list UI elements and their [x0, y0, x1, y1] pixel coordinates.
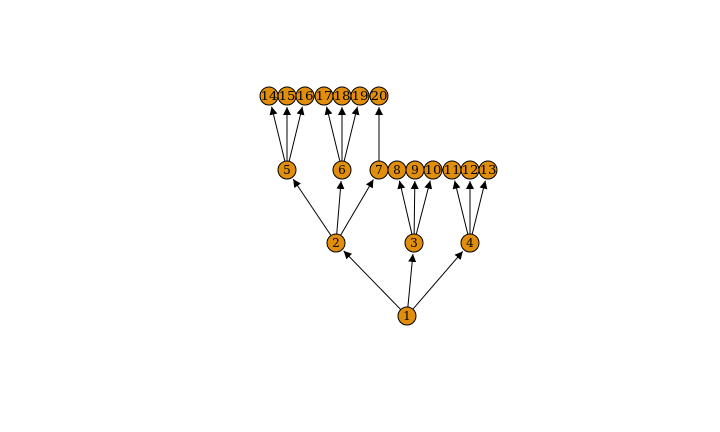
edge-4-13 [471, 180, 488, 235]
node-4: 4 [460, 233, 480, 253]
node-label: 6 [338, 163, 346, 177]
node-20: 20 [369, 86, 389, 106]
node-9: 9 [405, 160, 425, 180]
node-label: 7 [375, 163, 383, 177]
edge-3-9 [410, 180, 419, 235]
node-circle [350, 86, 370, 106]
node-circle [460, 233, 480, 253]
edge-1-3 [407, 253, 417, 308]
edge-5-14 [269, 106, 286, 162]
node-label: 16 [297, 89, 314, 103]
edge-1-4 [412, 251, 464, 310]
node-circle [369, 86, 389, 106]
edge-6-17 [324, 106, 341, 162]
node-label: 5 [283, 163, 291, 177]
node-label: 15 [279, 89, 296, 103]
node-label: 4 [466, 236, 474, 250]
node-10: 10 [423, 160, 443, 180]
node-label: 14 [261, 89, 278, 103]
node-3: 3 [404, 233, 424, 253]
node-6: 6 [332, 160, 352, 180]
node-label: 18 [334, 89, 351, 103]
node-circle [326, 233, 346, 253]
node-label: 12 [462, 163, 479, 177]
node-label: 10 [425, 163, 442, 177]
node-17: 17 [314, 86, 334, 106]
node-circle [295, 86, 315, 106]
edge-3-8 [397, 180, 413, 235]
node-circle [423, 160, 443, 180]
edge-2-7 [340, 179, 374, 236]
node-19: 19 [350, 86, 370, 106]
node-5: 5 [277, 160, 297, 180]
edge-2-6 [336, 180, 345, 235]
node-label: 9 [411, 163, 419, 177]
node-18: 18 [332, 86, 352, 106]
node-11: 11 [442, 160, 462, 180]
node-circle [277, 160, 297, 180]
node-circle [478, 160, 498, 180]
node-2: 2 [326, 233, 346, 253]
edges [269, 106, 488, 310]
node-8: 8 [387, 160, 407, 180]
node-circle [332, 160, 352, 180]
edge-1-2 [343, 250, 402, 310]
node-label: 20 [371, 89, 388, 103]
node-circle [397, 306, 417, 326]
node-circle [404, 233, 424, 253]
node-label: 2 [332, 236, 340, 250]
edge-4-11 [452, 180, 469, 235]
node-13: 13 [478, 160, 498, 180]
node-7: 7 [369, 160, 389, 180]
node-16: 16 [295, 86, 315, 106]
node-15: 15 [277, 86, 297, 106]
node-label: 13 [480, 163, 497, 177]
node-1: 1 [397, 306, 417, 326]
node-label: 11 [444, 163, 461, 177]
node-label: 3 [410, 236, 418, 250]
edge-2-5 [292, 178, 332, 236]
edge-3-10 [415, 180, 433, 235]
node-label: 19 [352, 89, 369, 103]
node-14: 14 [259, 86, 279, 106]
edge-5-16 [288, 106, 305, 162]
edge-6-19 [343, 106, 360, 162]
node-label: 8 [393, 163, 401, 177]
node-12: 12 [460, 160, 480, 180]
node-label: 1 [403, 309, 411, 323]
node-label: 17 [316, 89, 333, 103]
